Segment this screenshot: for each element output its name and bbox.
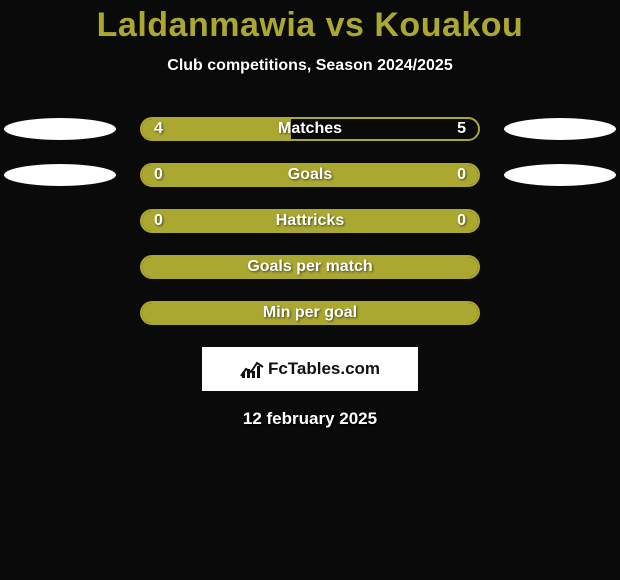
stat-row: 45Matches bbox=[0, 117, 620, 141]
stat-label: Goals per match bbox=[142, 258, 478, 276]
stat-bar: 00Goals bbox=[140, 163, 480, 187]
subtitle: Club competitions, Season 2024/2025 bbox=[0, 57, 620, 75]
date-text: 12 february 2025 bbox=[0, 409, 620, 429]
stat-bar: 00Hattricks bbox=[140, 209, 480, 233]
player-right-marker bbox=[504, 118, 616, 140]
stat-row: Min per goal bbox=[0, 301, 620, 325]
stat-bar: Goals per match bbox=[140, 255, 480, 279]
player-left-marker bbox=[4, 118, 116, 140]
stat-label: Min per goal bbox=[142, 304, 478, 322]
stat-row: 00Goals bbox=[0, 163, 620, 187]
brand-text: FcTables.com bbox=[268, 359, 380, 379]
stat-bar: Min per goal bbox=[140, 301, 480, 325]
brand-box: FcTables.com bbox=[202, 347, 418, 391]
stat-row: Goals per match bbox=[0, 255, 620, 279]
stat-rows: 45Matches 00Goals 00Hattricks Goals per mat… bbox=[0, 117, 620, 325]
player-right-marker bbox=[504, 164, 616, 186]
stat-label: Goals bbox=[142, 166, 478, 184]
chart-icon bbox=[240, 359, 264, 379]
page-title: Laldanmawia vs Kouakou bbox=[0, 0, 620, 45]
player-left-marker bbox=[4, 164, 116, 186]
stat-bar: 45Matches bbox=[140, 117, 480, 141]
stat-label: Hattricks bbox=[142, 212, 478, 230]
stat-label: Matches bbox=[142, 120, 478, 138]
stat-row: 00Hattricks bbox=[0, 209, 620, 233]
